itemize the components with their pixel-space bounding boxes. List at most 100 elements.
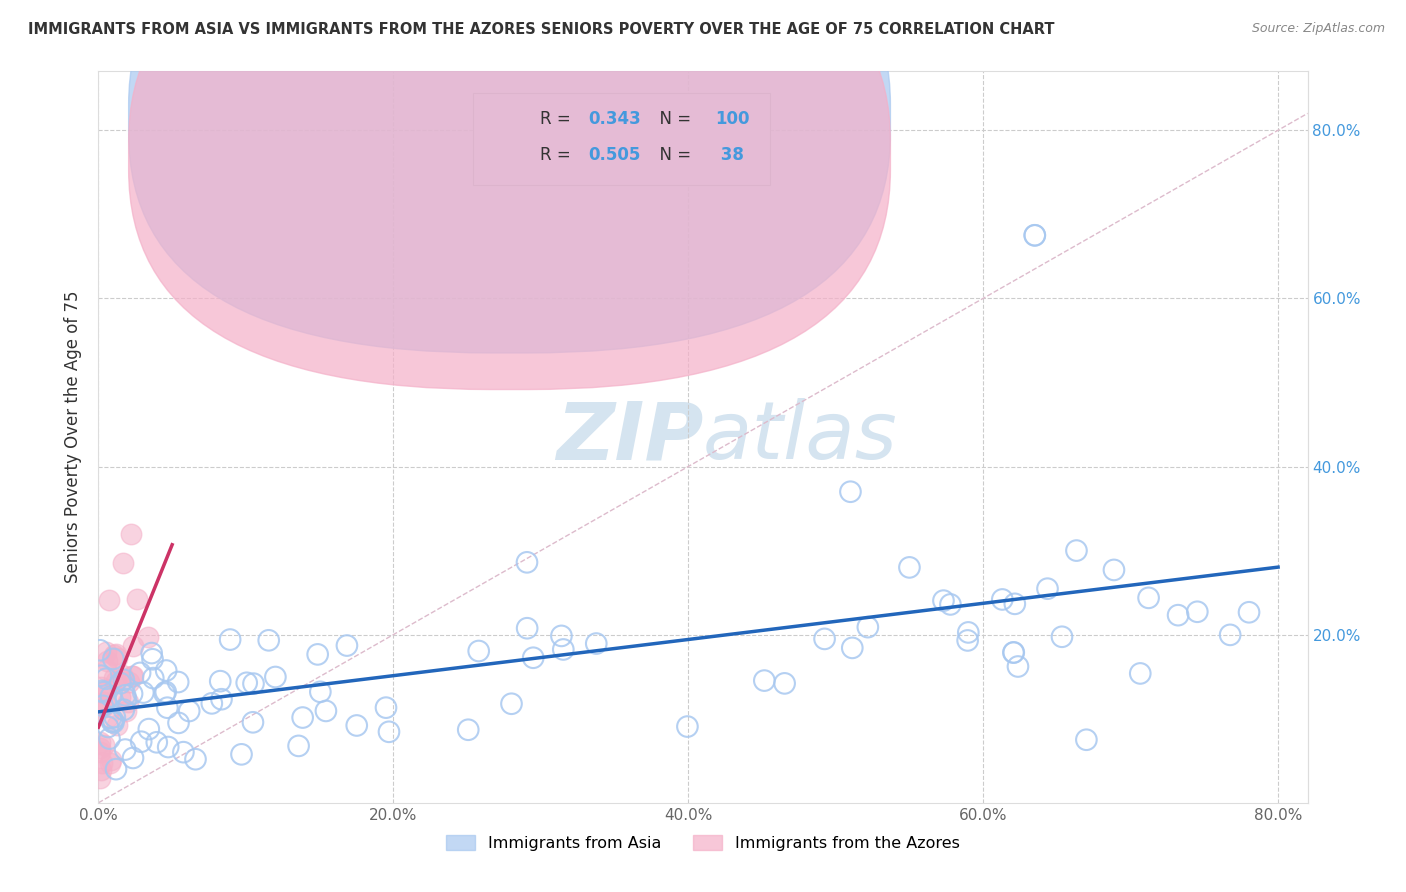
Text: R =: R =: [540, 110, 576, 128]
Legend: Immigrants from Asia, Immigrants from the Azores: Immigrants from Asia, Immigrants from th…: [440, 828, 966, 857]
Text: 0.505: 0.505: [588, 146, 641, 164]
Point: [115, 691, 138, 706]
Point: [121, 687, 143, 701]
Text: IMMIGRANTS FROM ASIA VS IMMIGRANTS FROM THE AZORES SENIORS POVERTY OVER THE AGE : IMMIGRANTS FROM ASIA VS IMMIGRANTS FROM …: [28, 22, 1054, 37]
Point: [209, 674, 232, 689]
Point: [103, 715, 125, 730]
Point: [98, 756, 121, 770]
Point: [89, 741, 111, 756]
Point: [93, 738, 115, 752]
Point: [1024, 228, 1046, 243]
FancyBboxPatch shape: [129, 0, 890, 353]
Point: [105, 650, 128, 665]
Point: [89, 745, 111, 759]
Point: [127, 591, 149, 606]
Point: [122, 639, 145, 653]
Point: [121, 669, 143, 683]
Point: [501, 697, 523, 711]
Point: [336, 639, 359, 653]
Text: 0.343: 0.343: [588, 110, 641, 128]
Point: [991, 592, 1014, 607]
Point: [94, 672, 117, 686]
Point: [96, 682, 118, 697]
Point: [516, 621, 538, 635]
Point: [132, 685, 155, 699]
Point: [157, 739, 180, 754]
Point: [145, 735, 167, 749]
Point: [118, 674, 141, 689]
Point: [1187, 605, 1209, 619]
Point: [156, 700, 179, 714]
Point: [93, 685, 115, 699]
Point: [1137, 591, 1160, 605]
Point: [96, 664, 118, 678]
Point: [676, 720, 699, 734]
Point: [1102, 563, 1125, 577]
Point: [103, 671, 125, 685]
Point: [242, 715, 264, 730]
Point: [105, 762, 128, 776]
Point: [90, 669, 112, 683]
Point: [467, 644, 489, 658]
FancyBboxPatch shape: [129, 0, 890, 390]
Point: [101, 714, 124, 729]
Point: [122, 751, 145, 765]
Point: [1050, 630, 1073, 644]
Text: R =: R =: [540, 146, 576, 164]
Point: [89, 684, 111, 698]
Point: [138, 722, 160, 736]
Point: [315, 704, 337, 718]
Point: [153, 686, 176, 700]
Point: [141, 652, 163, 666]
Point: [97, 593, 120, 607]
Point: [114, 742, 136, 756]
Point: [93, 696, 115, 710]
Point: [112, 703, 135, 717]
Point: [219, 632, 242, 647]
Point: [1066, 543, 1088, 558]
Point: [91, 701, 114, 715]
Point: [141, 646, 163, 660]
FancyBboxPatch shape: [474, 94, 769, 185]
Point: [100, 711, 122, 725]
Point: [773, 676, 796, 690]
Point: [120, 526, 142, 541]
Point: [235, 675, 257, 690]
Point: [257, 633, 280, 648]
Text: 100: 100: [716, 110, 749, 128]
Point: [112, 556, 135, 570]
Point: [129, 735, 152, 749]
Point: [105, 717, 128, 731]
Point: [117, 695, 139, 709]
Point: [184, 752, 207, 766]
Point: [103, 652, 125, 666]
Point: [90, 680, 112, 694]
Point: [242, 676, 264, 690]
Point: [155, 685, 177, 699]
Point: [111, 668, 134, 682]
Point: [291, 710, 314, 724]
Point: [172, 745, 194, 759]
Point: [287, 739, 309, 753]
Point: [754, 673, 776, 688]
Point: [375, 700, 398, 714]
Point: [110, 676, 132, 690]
Point: [115, 704, 138, 718]
Point: [97, 710, 120, 724]
Point: [1002, 646, 1025, 660]
Point: [932, 593, 955, 607]
Point: [309, 685, 332, 699]
Point: [211, 692, 233, 706]
Text: ZIP: ZIP: [555, 398, 703, 476]
Point: [94, 645, 117, 659]
Point: [1007, 659, 1029, 673]
Point: [104, 710, 127, 724]
Point: [105, 648, 128, 662]
Point: [231, 747, 253, 762]
Point: [167, 715, 190, 730]
Point: [1036, 582, 1059, 596]
Point: [114, 688, 136, 702]
Point: [98, 731, 121, 746]
Point: [1004, 597, 1026, 611]
Point: [898, 560, 921, 574]
